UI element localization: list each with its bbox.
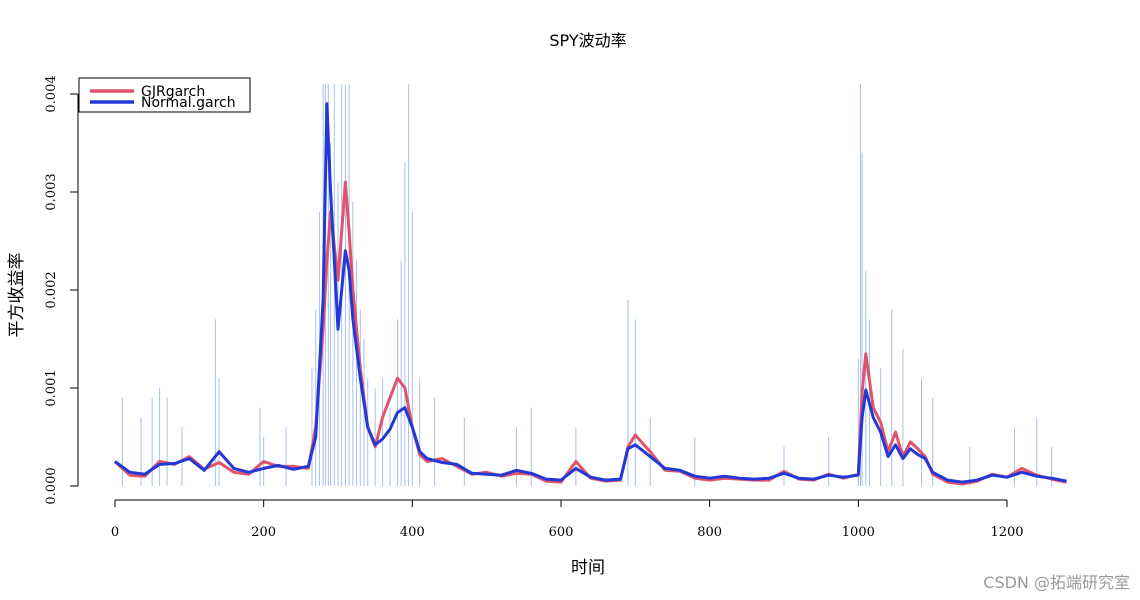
x-tick-label: 0	[111, 525, 119, 540]
chart-title: SPY波动率	[549, 31, 626, 50]
x-ticks: 0 200 400 600 800 1000 1200	[111, 500, 1024, 540]
x-tick-label: 800	[697, 525, 722, 540]
x-tick-label: 200	[251, 525, 276, 540]
y-tick-label: 0.003	[44, 173, 59, 210]
y-tick-label: 0.001	[44, 369, 59, 406]
y-tick-label: 0.002	[44, 271, 59, 308]
series-lines	[113, 102, 1067, 486]
x-axis-label: 时间	[571, 558, 605, 578]
y-tick-label: 0.004	[44, 75, 59, 112]
legend-label-gjrgarch: GJRgarch	[141, 84, 205, 100]
y-axis-label: 平方收益率	[7, 253, 27, 338]
legend: GJRgarch Normal.garch	[78, 77, 251, 113]
series-line-gjrgarch	[113, 180, 1067, 486]
x-tick-label: 1000	[842, 525, 875, 540]
series-line-normal-garch	[114, 102, 1067, 484]
watermark: CSDN @拓端研究室	[983, 573, 1130, 592]
legend-label-normal-garch: Normal.garch	[141, 95, 236, 111]
x-tick-label: 400	[400, 525, 425, 540]
x-tick-label: 1200	[990, 525, 1023, 540]
y-tick-label: 0.000	[44, 467, 59, 504]
y-ticks: 0.000 0.001 0.002 0.003 0.004	[44, 75, 78, 505]
x-tick-label: 600	[549, 525, 574, 540]
legend-box	[78, 77, 251, 113]
squared-returns-spikes	[121, 84, 1053, 486]
